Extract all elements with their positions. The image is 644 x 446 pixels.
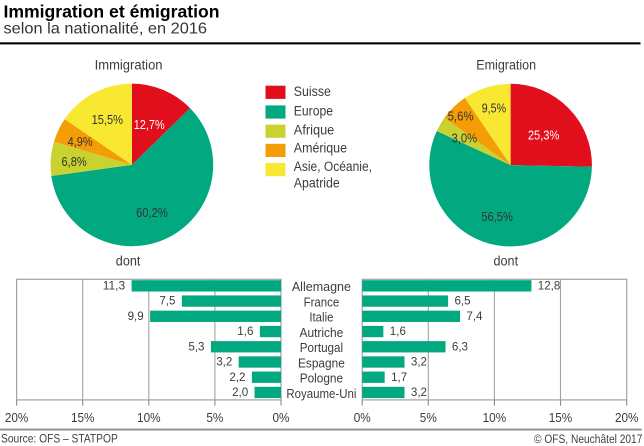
svg-text:10%: 10%	[483, 410, 507, 425]
svg-text:15,5%: 15,5%	[92, 112, 124, 127]
svg-text:6,8%: 6,8%	[62, 154, 88, 169]
svg-text:25,3%: 25,3%	[528, 127, 560, 142]
svg-text:Amérique: Amérique	[294, 141, 347, 156]
svg-text:Autriche: Autriche	[300, 326, 344, 340]
svg-text:Emigration: Emigration	[476, 58, 536, 73]
svg-text:6,5: 6,5	[455, 294, 471, 308]
svg-text:selon la nationalité, en 2016: selon la nationalité, en 2016	[4, 21, 208, 38]
svg-text:60,2%: 60,2%	[136, 205, 168, 220]
svg-text:dont: dont	[116, 253, 141, 269]
svg-text:15%: 15%	[71, 410, 95, 425]
svg-text:20%: 20%	[615, 410, 639, 425]
svg-text:0%: 0%	[273, 410, 290, 425]
svg-text:Afrique: Afrique	[294, 122, 335, 137]
svg-text:1,7: 1,7	[391, 370, 407, 384]
svg-text:15%: 15%	[549, 410, 573, 425]
svg-text:Pologne: Pologne	[300, 372, 343, 386]
svg-text:© OFS, Neuchâtel 2017: © OFS, Neuchâtel 2017	[534, 432, 643, 446]
svg-text:3,0%: 3,0%	[451, 130, 477, 145]
svg-text:3,2: 3,2	[216, 355, 232, 369]
svg-text:6,3: 6,3	[452, 339, 468, 353]
svg-text:4,9%: 4,9%	[68, 134, 93, 149]
svg-text:1,6: 1,6	[390, 324, 406, 338]
svg-text:12,7%: 12,7%	[134, 117, 165, 132]
svg-text:Apatride: Apatride	[294, 176, 340, 191]
svg-text:Allemagne: Allemagne	[292, 280, 351, 294]
svg-text:Source: OFS – STATPOP: Source: OFS – STATPOP	[1, 432, 118, 446]
svg-text:Italie: Italie	[309, 311, 333, 325]
svg-text:5%: 5%	[420, 410, 437, 425]
svg-text:Immigration et émigration: Immigration et émigration	[4, 2, 220, 22]
svg-text:9,5%: 9,5%	[482, 100, 507, 115]
svg-text:7,5: 7,5	[159, 294, 175, 308]
svg-text:dont: dont	[494, 253, 519, 269]
svg-text:12,8: 12,8	[538, 279, 561, 293]
svg-text:9,9: 9,9	[128, 309, 144, 323]
svg-text:3,2: 3,2	[411, 355, 427, 369]
svg-text:56,5%: 56,5%	[481, 209, 513, 224]
svg-text:5,3: 5,3	[188, 339, 204, 353]
svg-text:1,6: 1,6	[237, 324, 253, 338]
svg-text:Royaume-Uni: Royaume-Uni	[286, 387, 356, 401]
svg-text:Asie, Océanie,: Asie, Océanie,	[294, 159, 372, 174]
svg-text:2,2: 2,2	[229, 370, 245, 384]
svg-text:France: France	[304, 295, 340, 309]
svg-text:2,0: 2,0	[232, 385, 248, 399]
svg-text:Portugal: Portugal	[300, 341, 343, 355]
svg-text:7,4: 7,4	[466, 309, 482, 323]
svg-text:5,6%: 5,6%	[448, 108, 474, 123]
svg-text:Immigration: Immigration	[95, 58, 163, 73]
svg-text:Europe: Europe	[294, 104, 333, 119]
svg-text:5%: 5%	[206, 410, 223, 425]
svg-text:3,2: 3,2	[411, 385, 427, 399]
svg-text:10%: 10%	[137, 410, 161, 425]
svg-text:Espagne: Espagne	[298, 356, 345, 370]
svg-text:Suisse: Suisse	[294, 84, 331, 99]
svg-text:11,3: 11,3	[103, 279, 126, 293]
svg-text:0%: 0%	[354, 410, 371, 425]
svg-text:20%: 20%	[5, 410, 29, 425]
